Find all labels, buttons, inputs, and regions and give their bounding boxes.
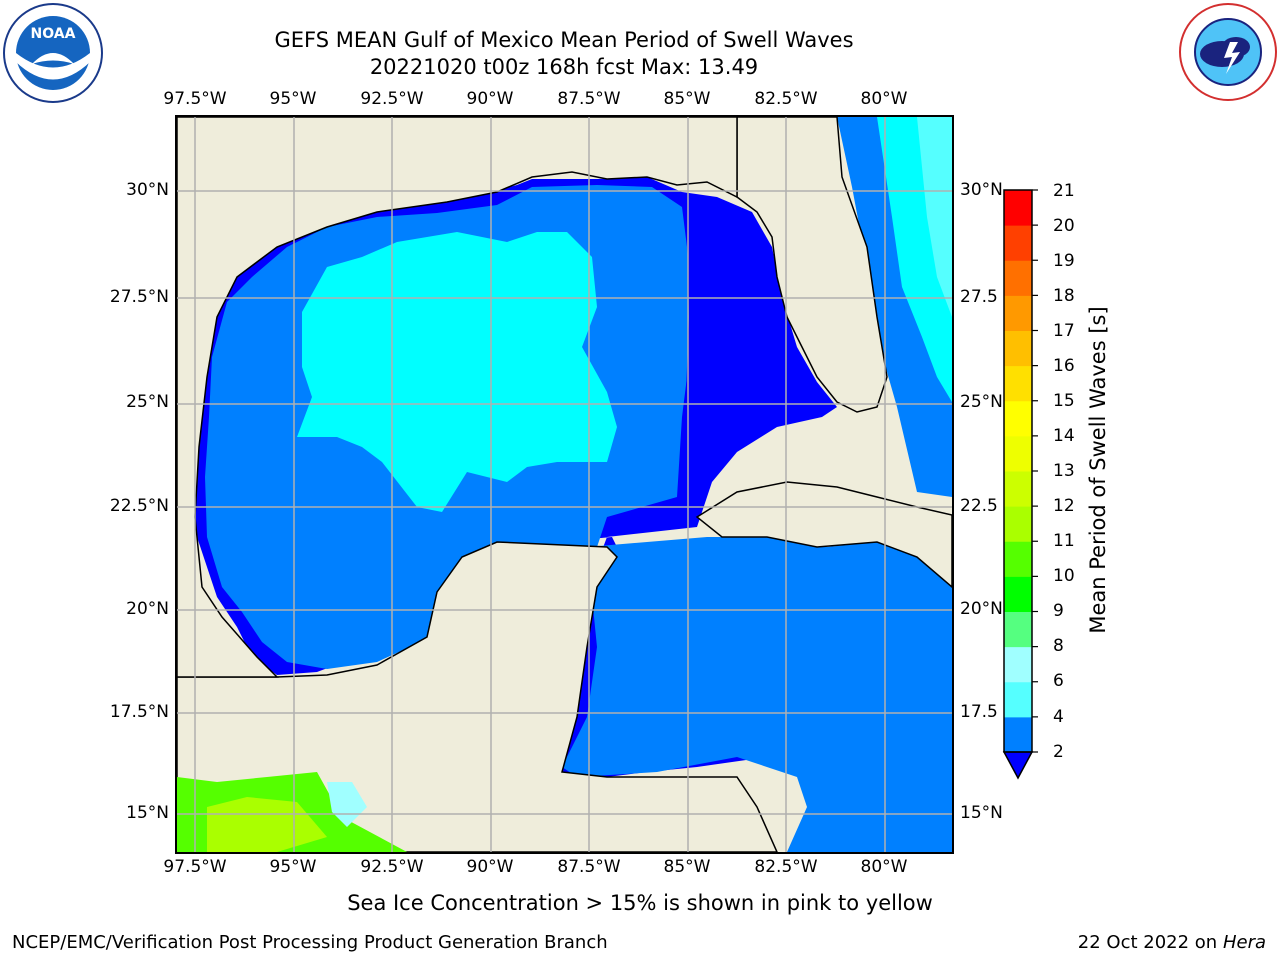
lon-tick-bottom: 95°W xyxy=(269,857,317,877)
lat-tick-left: 25°N xyxy=(126,392,169,412)
west-florida-shelf xyxy=(682,202,827,497)
lon-tick-top: 90°W xyxy=(466,89,514,109)
colorbar-band xyxy=(1004,471,1032,507)
colorbar-tick: 9 xyxy=(1053,601,1064,621)
colorbar-tick: 2 xyxy=(1053,742,1064,762)
yucatan-land xyxy=(177,541,778,852)
footer-machine: Hera xyxy=(1222,932,1266,953)
colorbar-band xyxy=(1004,541,1032,577)
colorbar-tick: 19 xyxy=(1053,251,1075,271)
lat-tick-left: 20°N xyxy=(126,599,169,619)
lon-tick-top: 97.5°W xyxy=(163,89,227,109)
lon-tick-bottom: 87.5°W xyxy=(557,857,621,877)
lon-tick-top: 92.5°W xyxy=(360,89,424,109)
nws-logo xyxy=(1178,2,1278,102)
colorbar-band xyxy=(1004,611,1032,648)
colorbar-tick: 14 xyxy=(1053,426,1075,446)
lat-tick-right: 27.5 xyxy=(960,287,998,307)
footer-date-text: 22 Oct 2022 on xyxy=(1077,932,1223,953)
lon-tick-top: 87.5°W xyxy=(557,89,621,109)
lat-tick-left: 30°N xyxy=(126,180,169,200)
us-gulf-coast xyxy=(177,117,738,678)
colorbar-tick: 16 xyxy=(1053,356,1075,376)
colorbar-band xyxy=(1004,646,1032,683)
colorbar-tick: 18 xyxy=(1053,286,1075,306)
colorbar xyxy=(1000,186,1040,786)
lat-tick-right: 25°N xyxy=(960,392,1003,412)
atlantic-water-light xyxy=(917,117,952,317)
lon-tick-top: 95°W xyxy=(269,89,317,109)
colorbar-band xyxy=(1004,260,1032,296)
colorbar-tick: 21 xyxy=(1053,181,1075,201)
colorbar-band xyxy=(1004,435,1032,472)
lon-tick-bottom: 92.5°W xyxy=(360,857,424,877)
pacific-water-cyan xyxy=(327,782,367,827)
colorbar-tick: 11 xyxy=(1053,531,1075,551)
colorbar-band xyxy=(1004,400,1032,437)
colorbar-tick: 13 xyxy=(1053,461,1075,481)
lat-tick-right: 15°N xyxy=(960,803,1003,823)
lat-tick-right: 30°N xyxy=(960,180,1003,200)
colorbar-band xyxy=(1004,506,1032,542)
colorbar-extend xyxy=(1002,751,1034,780)
noaa-logo: NOAA xyxy=(2,2,104,104)
colorbar-tick: 10 xyxy=(1053,566,1075,586)
cuba-island xyxy=(695,481,952,588)
footer-branch: NCEP/EMC/Verification Post Processing Pr… xyxy=(12,932,608,953)
chart-subtitle: 20221020 t00z 168h fcst Max: 13.49 xyxy=(369,55,759,79)
colorbar-tick: 17 xyxy=(1053,321,1075,341)
noaa-logo-text: NOAA xyxy=(31,26,76,42)
colorbar-band xyxy=(1004,225,1032,261)
gulf-water-cyan xyxy=(297,232,617,512)
pacific-water-yellowgreen xyxy=(207,797,327,852)
colorbar-band xyxy=(1004,190,1032,226)
colorbar-band xyxy=(1004,576,1032,612)
lat-tick-left: 22.5°N xyxy=(109,496,169,516)
colorbar-tick: 12 xyxy=(1053,496,1075,516)
lon-tick-top: 85°W xyxy=(663,89,711,109)
colorbar-tick: 4 xyxy=(1053,707,1064,727)
lon-tick-bottom: 85°W xyxy=(663,857,711,877)
colorbar-band xyxy=(1004,330,1032,367)
footer-date: 22 Oct 2022 on Hera xyxy=(1078,932,1266,954)
lon-tick-bottom: 80°W xyxy=(860,857,908,877)
lon-tick-top: 80°W xyxy=(860,89,908,109)
lat-tick-right: 20°N xyxy=(960,599,1003,619)
colorbar-label: Mean Period of Swell Waves [s] xyxy=(1086,306,1110,634)
colorbar-band xyxy=(1004,716,1032,753)
lon-tick-bottom: 97.5°W xyxy=(163,857,227,877)
colorbar-tick: 15 xyxy=(1053,391,1075,411)
colorbar-tick: 6 xyxy=(1053,671,1064,691)
lat-tick-left: 17.5°N xyxy=(109,702,169,722)
caribbean-water xyxy=(562,537,952,852)
sea-ice-note: Sea Ice Concentration > 15% is shown in … xyxy=(347,891,933,915)
lon-tick-bottom: 82.5°W xyxy=(754,857,818,877)
chart-title: GEFS MEAN Gulf of Mexico Mean Period of … xyxy=(274,28,854,52)
lat-tick-right: 17.5 xyxy=(960,702,998,722)
graticule xyxy=(177,117,952,852)
colorbar-band xyxy=(1004,295,1032,331)
map-plot xyxy=(175,115,954,854)
lat-tick-right: 22.5 xyxy=(960,496,998,516)
lat-tick-left: 27.5°N xyxy=(109,287,169,307)
lat-tick-left: 15°N xyxy=(126,803,169,823)
lon-tick-top: 82.5°W xyxy=(754,89,818,109)
colorbar-band xyxy=(1004,681,1032,718)
colorbar-tick: 8 xyxy=(1053,636,1064,656)
colorbar-tick: 20 xyxy=(1053,216,1075,236)
colorbar-band xyxy=(1004,365,1032,402)
lon-tick-bottom: 90°W xyxy=(466,857,514,877)
